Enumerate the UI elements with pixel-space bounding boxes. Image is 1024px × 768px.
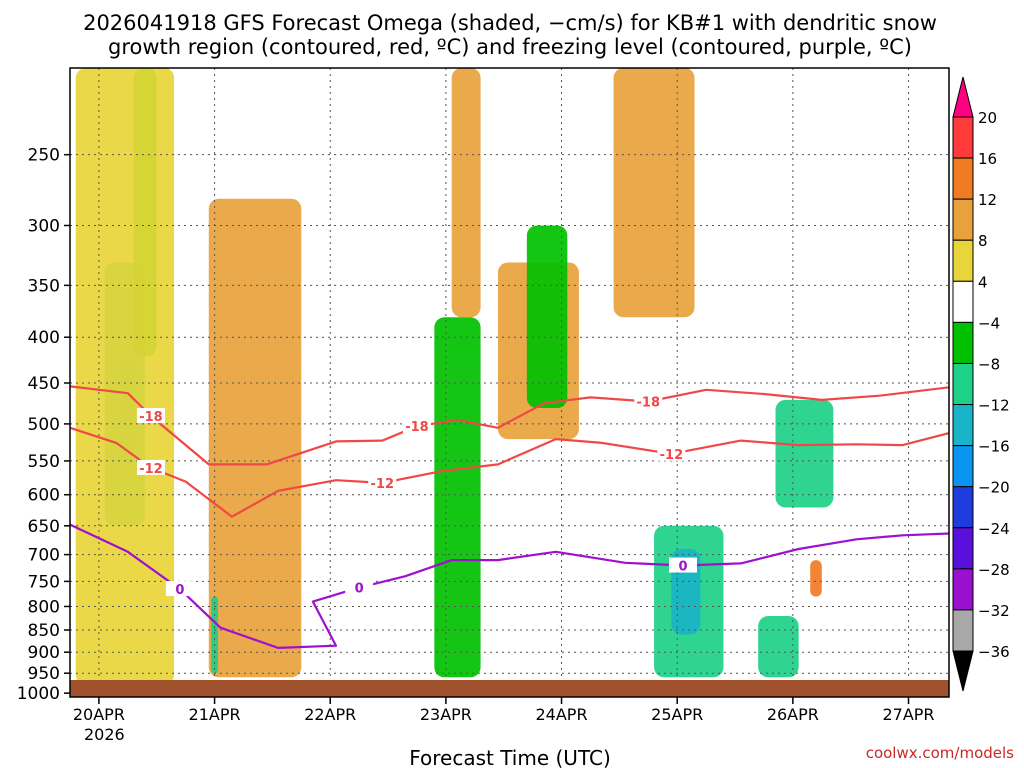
colorbar-swatch-6 [952,321,974,364]
x-tick-label-25APR: 25APR [651,705,703,724]
contour-3-label-1: 0 [355,582,364,597]
colorbar-swatch-8 [952,404,974,447]
colorbar-label-2: 12 [978,191,997,209]
colorbar-label-3: 8 [978,232,988,250]
temperature-contours: -18 -18 -18 -12 -12 -12 0 0 0 [70,385,949,649]
chart-title-line1: 2026041918 GFS Forecast Omega (shaded, −… [83,11,937,35]
y-axis: 2503003504004505005506006507007508008509… [17,146,70,704]
contour-1-label-1: -18 [405,420,429,435]
y-tick-label-700: 700 [28,546,60,566]
y-tick-label-850: 850 [28,621,60,641]
ground-band [70,680,949,697]
colorbar-label-5: −4 [978,314,1000,332]
colorbar-label-11: −28 [978,561,1010,579]
contour-2-label-1: -12 [371,477,395,492]
contour-2-line [70,426,949,518]
colorbar-swatch-13 [952,609,974,652]
x-tick-label-21APR: 21APR [189,705,241,724]
colorbar-label-0: 20 [978,109,997,127]
y-tick-label-1000: 1000 [17,684,60,704]
contour-1-label-2: -18 [637,396,661,411]
colorbar-label-4: 4 [978,273,988,291]
colorbar-swatch-5 [952,280,974,323]
x-tick-label-23APR: 23APR [420,705,472,724]
omega-region-sinking-24-25apr [613,68,695,318]
y-tick-label-500: 500 [28,415,60,435]
colorbar-label-7: −12 [978,397,1010,415]
colorbar-label-8: −16 [978,438,1010,456]
contour-3-label-bg-0 [165,581,194,597]
omega-region-ascent-26apr-low [758,616,799,678]
omega-region-ascent-24apr [526,225,568,409]
colorbar-label-6: −8 [978,355,1000,373]
x-tick-label-20APR: 20APR [73,705,125,724]
x-tick-label-24APR: 24APR [536,705,588,724]
omega-region-sinking-23apr [451,68,481,318]
year-label: 2026 [84,725,125,744]
omega-shading [75,68,834,686]
y-tick-label-800: 800 [28,597,60,617]
contour-2-label-0: -12 [139,462,163,477]
x-tick-label-22APR: 22APR [304,705,356,724]
contour-3-line [70,523,949,649]
colorbar-top-arrow [952,76,974,118]
omega-region-ascent-23apr [434,317,481,678]
colorbar: 20 16 12 8 4 −4 −8 −12 −16 −20 −24 −28 −32 −36 [952,76,1010,692]
y-tick-label-400: 400 [28,328,60,348]
omega-region-ascent-21apr-low [211,596,219,674]
colorbar-label-1: 16 [978,150,997,168]
y-tick-label-950: 950 [28,664,60,684]
chart-title-line2: growth region (contoured, red, ºC) and f… [108,35,912,59]
colorbar-swatch-12 [952,568,974,611]
contour-1-label-bg-2 [634,393,663,409]
y-tick-label-550: 550 [28,452,60,472]
contour-2-label-bg-2 [657,445,686,461]
colorbar-swatch-10 [952,486,974,529]
omega-region-sinking-20apr [75,68,175,686]
colorbar-swatch-1 [952,116,974,159]
y-tick-label-750: 750 [28,572,60,592]
watermark: coolwx.com/models [866,744,1014,762]
contour-1-label-bg-1 [402,418,431,434]
y-tick-label-250: 250 [28,146,60,166]
contour-3-label-0: 0 [175,583,184,598]
y-tick-label-350: 350 [28,276,60,296]
omega-region-sinking-21apr [208,198,302,678]
y-tick-label-600: 600 [28,486,60,506]
contour-1-line [70,385,949,466]
omega-region-ascent-26apr [775,399,834,508]
y-tick-label-300: 300 [28,216,60,236]
contour-2-label-2: -12 [660,448,684,463]
colorbar-swatch-2 [952,157,974,200]
omega-region-sinking-26apr-low [810,560,822,597]
y-tick-label-650: 650 [28,517,60,537]
colorbar-swatch-7 [952,362,974,406]
colorbar-bottom-arrow [952,650,974,692]
contour-3-label-bg-2 [668,557,697,573]
contour-2-label-bg-1 [368,474,397,490]
y-tick-label-900: 900 [28,643,60,663]
colorbar-label-13: −36 [978,643,1010,661]
x-tick-label-27APR: 27APR [882,705,934,724]
colorbar-label-10: −24 [978,520,1010,538]
grid-lines [70,68,949,697]
colorbar-swatch-3 [952,198,974,241]
colorbar-swatch-11 [952,527,974,570]
contour-2-label-bg-0 [136,459,165,475]
x-axis: 20APR 21APR 22APR 23APR 24APR 25APR 26APR 27APR [73,697,935,724]
contour-3-label-2: 0 [678,560,687,575]
contour-3-label-bg-1 [345,579,374,595]
contour-1-label-0: -18 [139,410,163,425]
colorbar-swatch-4 [952,239,974,282]
colorbar-swatch-9 [952,445,974,488]
contour-1-label-bg-0 [136,408,165,424]
colorbar-label-9: −20 [978,479,1010,497]
x-axis-label: Forecast Time (UTC) [409,746,611,768]
x-tick-label-26APR: 26APR [767,705,819,724]
y-tick-label-450: 450 [28,374,60,394]
colorbar-label-12: −32 [978,602,1010,620]
